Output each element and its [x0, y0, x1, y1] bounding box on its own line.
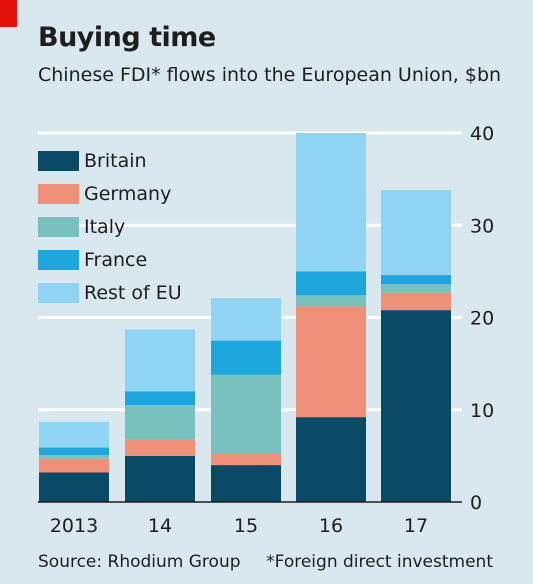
legend-swatch [38, 249, 79, 270]
bar-segment [296, 306, 366, 418]
legend-item: Rest of EU [38, 276, 182, 309]
bar-segment [125, 439, 195, 456]
bar-segment [381, 292, 451, 311]
legend-swatch [38, 282, 79, 303]
bar-segment [381, 310, 451, 502]
legend-label: Italy [84, 215, 126, 238]
footnote: *Foreign direct investment [266, 552, 493, 572]
y-tick-label: 30 [470, 215, 494, 237]
y-tick-label: 20 [470, 308, 494, 330]
legend-swatch [38, 183, 79, 204]
brand-tag [0, 0, 17, 27]
bar-segment [125, 329, 195, 392]
bar-segment [381, 275, 451, 285]
x-tick-label: 17 [404, 515, 428, 537]
legend-item: France [38, 243, 182, 276]
bar-segment [211, 374, 281, 455]
legend-label: Germany [84, 182, 172, 205]
bar-segment [39, 447, 109, 455]
bar-segment [296, 271, 366, 296]
x-tick-label: 15 [234, 515, 258, 537]
bar-segment [211, 340, 281, 375]
bar-segment [39, 472, 109, 502]
bar-segment [211, 454, 281, 466]
bar-segment [296, 295, 366, 307]
bar-segment [381, 190, 451, 276]
bar-segment [296, 133, 366, 272]
x-tick-label: 2013 [50, 515, 98, 537]
bar-segment [39, 458, 109, 473]
legend-item: Britain [38, 144, 182, 177]
bar-segment [296, 417, 366, 502]
chart-legend: Britain Germany Italy France Rest of EU [38, 144, 182, 309]
y-tick-label: 40 [470, 123, 494, 145]
y-tick-label: 0 [470, 492, 482, 514]
x-tick-label: 14 [148, 515, 172, 537]
source-note: Source: Rhodium Group [38, 552, 241, 572]
legend-item: Germany [38, 177, 182, 210]
y-tick-label: 10 [470, 400, 494, 422]
bar-segment [211, 298, 281, 341]
legend-label: France [84, 248, 148, 271]
bar-segment [125, 405, 195, 440]
legend-label: Rest of EU [84, 281, 182, 304]
chart-title: Buying time [38, 22, 216, 53]
bar-segment [39, 421, 109, 448]
bar-segment [211, 465, 281, 502]
bar-segment [39, 454, 109, 459]
legend-item: Italy [38, 210, 182, 243]
bar-segment [125, 391, 195, 406]
legend-label: Britain [84, 149, 147, 172]
bar-segment [125, 455, 195, 502]
bar-segment [381, 284, 451, 293]
legend-swatch [38, 150, 79, 171]
chart-subtitle: Chinese FDI* flows into the European Uni… [38, 64, 502, 86]
legend-swatch [38, 216, 79, 237]
x-tick-label: 16 [319, 515, 343, 537]
